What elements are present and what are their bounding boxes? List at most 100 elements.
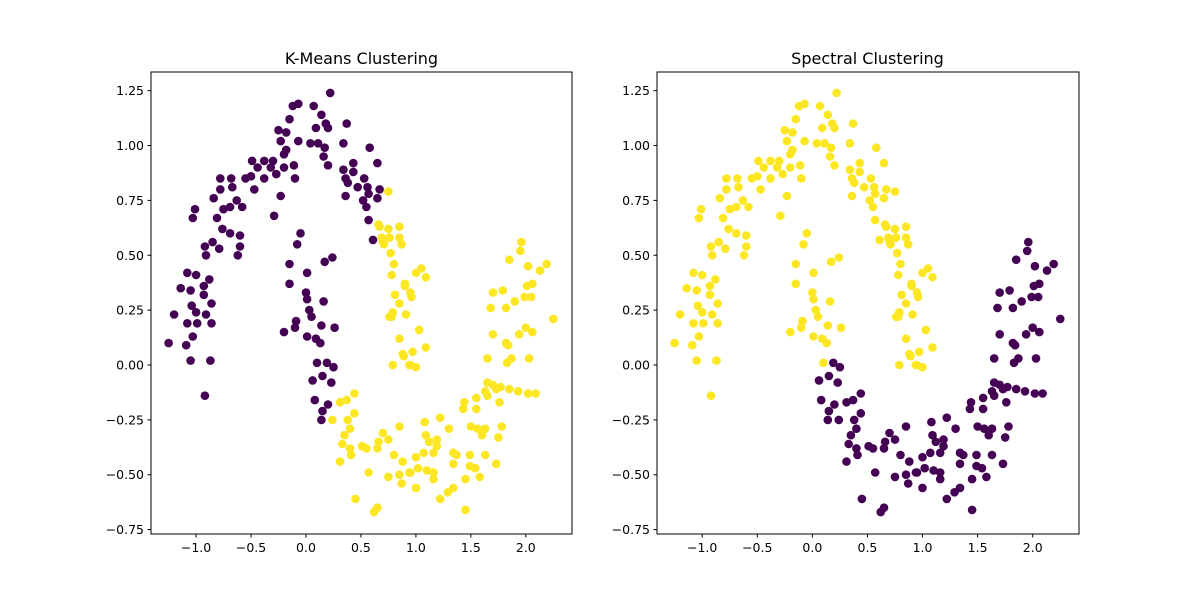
data-point bbox=[373, 193, 382, 203]
data-point bbox=[369, 507, 379, 517]
data-point bbox=[856, 389, 866, 398]
data-point bbox=[721, 244, 730, 253]
data-point bbox=[317, 321, 326, 330]
data-point bbox=[289, 161, 299, 170]
data-point bbox=[682, 283, 691, 293]
data-point bbox=[191, 270, 201, 280]
data-point bbox=[247, 156, 257, 166]
data-point bbox=[890, 472, 900, 482]
data-point bbox=[281, 128, 291, 137]
points bbox=[670, 88, 1065, 517]
data-point bbox=[226, 174, 236, 183]
x-tick-label: 1.0 bbox=[406, 540, 426, 555]
data-point bbox=[201, 310, 211, 319]
data-point bbox=[218, 224, 227, 234]
data-point bbox=[466, 422, 476, 431]
data-point bbox=[741, 231, 751, 240]
data-point bbox=[1028, 323, 1037, 333]
data-point bbox=[209, 193, 218, 203]
data-point bbox=[291, 316, 301, 326]
y-tick-label: −0.25 bbox=[612, 412, 650, 427]
data-point bbox=[927, 417, 936, 427]
data-point bbox=[942, 413, 952, 423]
data-point bbox=[269, 211, 279, 221]
data-point bbox=[993, 303, 1002, 313]
data-point bbox=[818, 123, 827, 133]
data-point bbox=[349, 158, 358, 168]
data-point bbox=[473, 424, 482, 434]
data-point bbox=[872, 143, 881, 152]
data-point bbox=[424, 437, 434, 447]
data-point bbox=[822, 338, 831, 348]
x-tick-label: −0.5 bbox=[236, 540, 266, 555]
data-point bbox=[935, 448, 945, 458]
data-point bbox=[965, 404, 975, 414]
data-point bbox=[1056, 314, 1065, 324]
data-point bbox=[338, 439, 347, 449]
data-point bbox=[852, 444, 861, 453]
data-point bbox=[313, 139, 323, 148]
data-point bbox=[443, 488, 453, 497]
data-point bbox=[865, 196, 874, 205]
data-point bbox=[395, 422, 404, 431]
data-point bbox=[951, 424, 960, 434]
data-point bbox=[549, 314, 558, 324]
data-point bbox=[480, 424, 490, 434]
y-tick-label: 0.75 bbox=[116, 193, 144, 208]
data-point bbox=[407, 292, 416, 302]
data-point bbox=[449, 459, 458, 469]
data-point bbox=[842, 398, 851, 407]
data-point bbox=[310, 395, 320, 405]
data-point bbox=[432, 441, 442, 451]
data-point bbox=[290, 323, 300, 333]
data-point bbox=[384, 435, 393, 444]
data-point bbox=[724, 224, 733, 234]
data-point bbox=[353, 182, 363, 192]
data-point bbox=[890, 224, 900, 234]
x-tick-label: 0.0 bbox=[802, 540, 822, 555]
data-point bbox=[429, 468, 438, 477]
data-point bbox=[908, 310, 917, 319]
y-tick-label: −0.50 bbox=[106, 467, 144, 482]
data-point bbox=[868, 202, 878, 212]
spectral-title: Spectral Clustering bbox=[791, 49, 944, 68]
data-point bbox=[1030, 389, 1040, 398]
data-point bbox=[205, 275, 214, 284]
data-point bbox=[345, 444, 355, 453]
data-point bbox=[494, 433, 503, 442]
data-point bbox=[928, 343, 937, 352]
data-point bbox=[939, 435, 948, 444]
data-point bbox=[432, 435, 442, 444]
data-point bbox=[190, 204, 200, 214]
data-point bbox=[301, 288, 311, 297]
data-point bbox=[414, 325, 424, 335]
data-point bbox=[870, 468, 880, 477]
data-point bbox=[890, 435, 900, 444]
data-point bbox=[812, 139, 822, 148]
data-point bbox=[349, 167, 358, 177]
data-point bbox=[413, 463, 423, 473]
data-point bbox=[715, 193, 725, 203]
data-point bbox=[411, 362, 421, 372]
data-point bbox=[995, 288, 1004, 297]
data-point bbox=[480, 450, 490, 460]
data-point bbox=[294, 99, 303, 109]
data-point bbox=[292, 240, 302, 249]
data-point bbox=[176, 283, 185, 293]
data-point bbox=[926, 448, 935, 458]
data-point bbox=[722, 185, 731, 194]
data-point bbox=[421, 272, 431, 282]
data-point bbox=[364, 468, 373, 477]
data-point bbox=[699, 319, 708, 328]
data-point bbox=[846, 430, 856, 440]
x-tick-label: 2.0 bbox=[1023, 540, 1043, 555]
data-point bbox=[186, 286, 195, 295]
data-point bbox=[306, 139, 315, 148]
data-point bbox=[845, 165, 855, 174]
data-point bbox=[471, 463, 480, 473]
data-point bbox=[739, 251, 749, 260]
data-point bbox=[1031, 354, 1041, 363]
data-point bbox=[1008, 303, 1018, 313]
data-point bbox=[401, 310, 411, 319]
data-point bbox=[358, 196, 368, 205]
